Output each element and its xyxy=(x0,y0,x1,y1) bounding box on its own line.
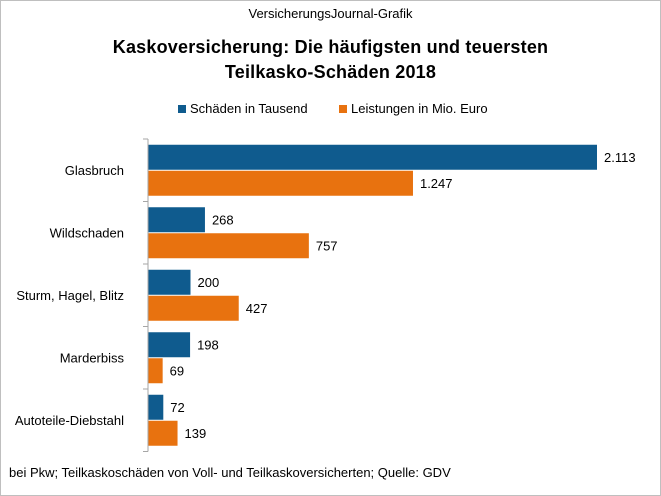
value-label-sturm-hagel-blitz-series-1: 200 xyxy=(197,275,219,290)
bar-autoteile-diebstahl-series-1 xyxy=(148,394,164,420)
legend-swatch-schaeden xyxy=(178,105,186,113)
value-label-glasbruch-series-1: 2.113 xyxy=(604,150,636,165)
value-label-marderbiss-series-1: 198 xyxy=(197,337,219,352)
bar-glasbruch-series-2 xyxy=(148,170,413,196)
category-label-marderbiss: Marderbiss xyxy=(60,350,125,365)
category-label-wildschaden: Wildschaden xyxy=(50,225,124,240)
category-label-sturm-hagel-blitz: Sturm, Hagel, Blitz xyxy=(16,288,124,303)
legend-swatch-leistungen xyxy=(339,105,347,113)
source-label: VersicherungsJournal-Grafik xyxy=(248,6,413,21)
category-label-glasbruch: Glasbruch xyxy=(65,163,124,178)
bar-sturm-hagel-blitz-series-1 xyxy=(148,269,191,295)
chart-title-line-2: Teilkasko-Schäden 2018 xyxy=(224,62,437,82)
bar-marderbiss-series-1 xyxy=(148,332,191,358)
legend-label-leistungen: Leistungen in Mio. Euro xyxy=(351,101,488,116)
value-label-wildschaden-series-2: 757 xyxy=(316,238,338,253)
bar-marderbiss-series-2 xyxy=(148,358,163,384)
bar-wildschaden-series-1 xyxy=(148,207,205,233)
footnote: bei Pkw; Teilkaskoschäden von Voll- und … xyxy=(9,465,451,480)
value-label-autoteile-diebstahl-series-2: 139 xyxy=(185,426,207,441)
chart-title-line-1: Kaskoversicherung: Die häufigsten und te… xyxy=(112,37,549,57)
value-label-wildschaden-series-1: 268 xyxy=(212,212,234,227)
bar-wildschaden-series-2 xyxy=(148,233,309,259)
value-label-marderbiss-series-2: 69 xyxy=(170,363,184,378)
bar-autoteile-diebstahl-series-2 xyxy=(148,420,178,446)
bar-sturm-hagel-blitz-series-2 xyxy=(148,295,239,321)
value-label-autoteile-diebstahl-series-1: 72 xyxy=(170,400,184,415)
legend-label-schaeden: Schäden in Tausend xyxy=(190,101,308,116)
value-label-sturm-hagel-blitz-series-2: 427 xyxy=(246,301,268,316)
value-label-glasbruch-series-2: 1.247 xyxy=(420,176,453,191)
category-label-autoteile-diebstahl: Autoteile-Diebstahl xyxy=(15,413,124,428)
bar-glasbruch-series-1 xyxy=(148,144,597,170)
